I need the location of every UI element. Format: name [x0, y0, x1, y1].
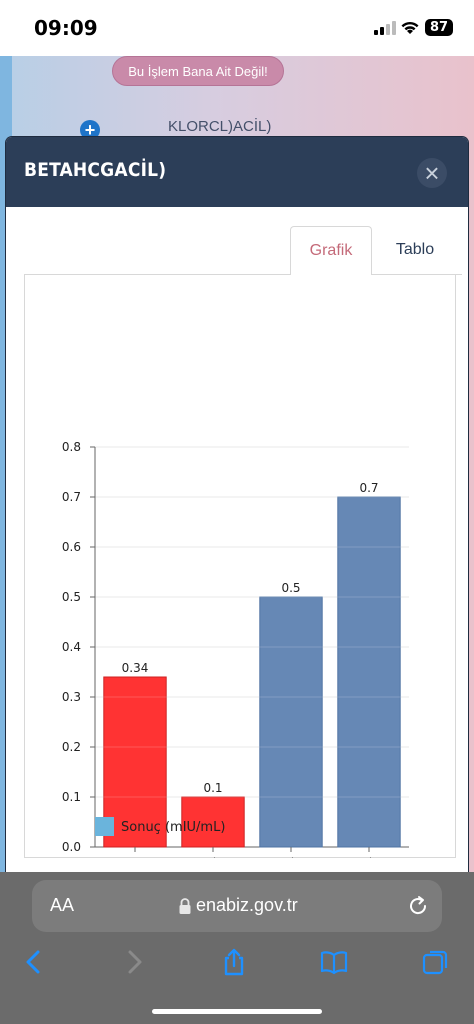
wifi-icon: [401, 21, 419, 34]
home-indicator[interactable]: [152, 1009, 322, 1014]
tab-tablo[interactable]: Tablo: [395, 241, 435, 258]
y-tick-label: 0.2: [62, 740, 81, 754]
url-text: enabiz.gov.tr: [196, 895, 298, 915]
bar-chart: 0.0 0.1 0.2 0.3 0.4 0.5 0.6 0.7 0.8 0.34 29.11.202…: [62, 440, 409, 858]
status-bar: 09:09 87: [0, 0, 474, 56]
expand-plus-icon[interactable]: +: [80, 120, 100, 140]
reader-aa-button[interactable]: AA: [50, 895, 75, 915]
legend-label: Sonuç (mIU/mL): [121, 820, 225, 835]
share-icon[interactable]: [220, 948, 248, 976]
x-tick-label: 29.11.2023: [128, 857, 142, 858]
y-tick-label: 0.1: [62, 790, 81, 804]
y-tick-label: 0.6: [62, 540, 81, 554]
bar-value-label: 0.1: [203, 781, 222, 795]
tab-grafik[interactable]: Grafik: [290, 226, 372, 275]
y-tick-label: 0.4: [62, 640, 81, 654]
bar: [337, 496, 401, 848]
status-time: 09:09: [34, 16, 98, 40]
y-tick-label: 0.7: [62, 490, 81, 504]
bookmarks-icon[interactable]: [320, 948, 348, 976]
reload-icon[interactable]: [406, 894, 430, 918]
bar: [259, 596, 323, 848]
bar-value-label: 0.7: [359, 481, 378, 495]
not-mine-button[interactable]: Bu İşlem Bana Ait Değil!: [112, 56, 284, 86]
y-tick-label: 0.0: [62, 840, 81, 854]
y-tick-label: 0.3: [62, 690, 81, 704]
address-bar[interactable]: AA enabiz.gov.tr: [32, 880, 442, 932]
browser-toolbar: AA enabiz.gov.tr: [0, 872, 474, 1024]
cellular-signal-icon: [374, 21, 396, 35]
chart-panel: 0.0 0.1 0.2 0.3 0.4 0.5 0.6 0.7 0.8 0.34 29.11.202…: [24, 274, 456, 858]
bar-value-label: 0.5: [281, 581, 300, 595]
bar: [181, 796, 245, 848]
test-name-label: KLORCL)ACİL): [168, 118, 272, 135]
x-tick-label: 30.04.2024: [284, 857, 298, 858]
x-tick-label: 28.01.2024: [206, 857, 220, 858]
tabs-icon[interactable]: [422, 948, 450, 976]
x-tick-label: 03.05.2024: [362, 857, 376, 858]
lock-icon: [179, 898, 191, 914]
y-tick-label: 0.8: [62, 440, 81, 454]
forward-icon[interactable]: [120, 948, 148, 976]
tab-divider: [24, 274, 462, 275]
modal-title: BETAHCGACİL): [24, 159, 167, 181]
legend-swatch: [95, 817, 114, 836]
close-button[interactable]: ×: [417, 158, 447, 188]
back-icon[interactable]: [20, 948, 48, 976]
modal-header: BETAHCGACİL) ×: [6, 137, 468, 207]
bar-value-label: 0.34: [122, 661, 149, 675]
result-modal: BETAHCGACİL) × Grafik Tablo 0.0 0.1 0.2 0.3…: [6, 137, 468, 897]
battery-indicator: 87: [425, 19, 453, 36]
y-tick-label: 0.5: [62, 590, 81, 604]
